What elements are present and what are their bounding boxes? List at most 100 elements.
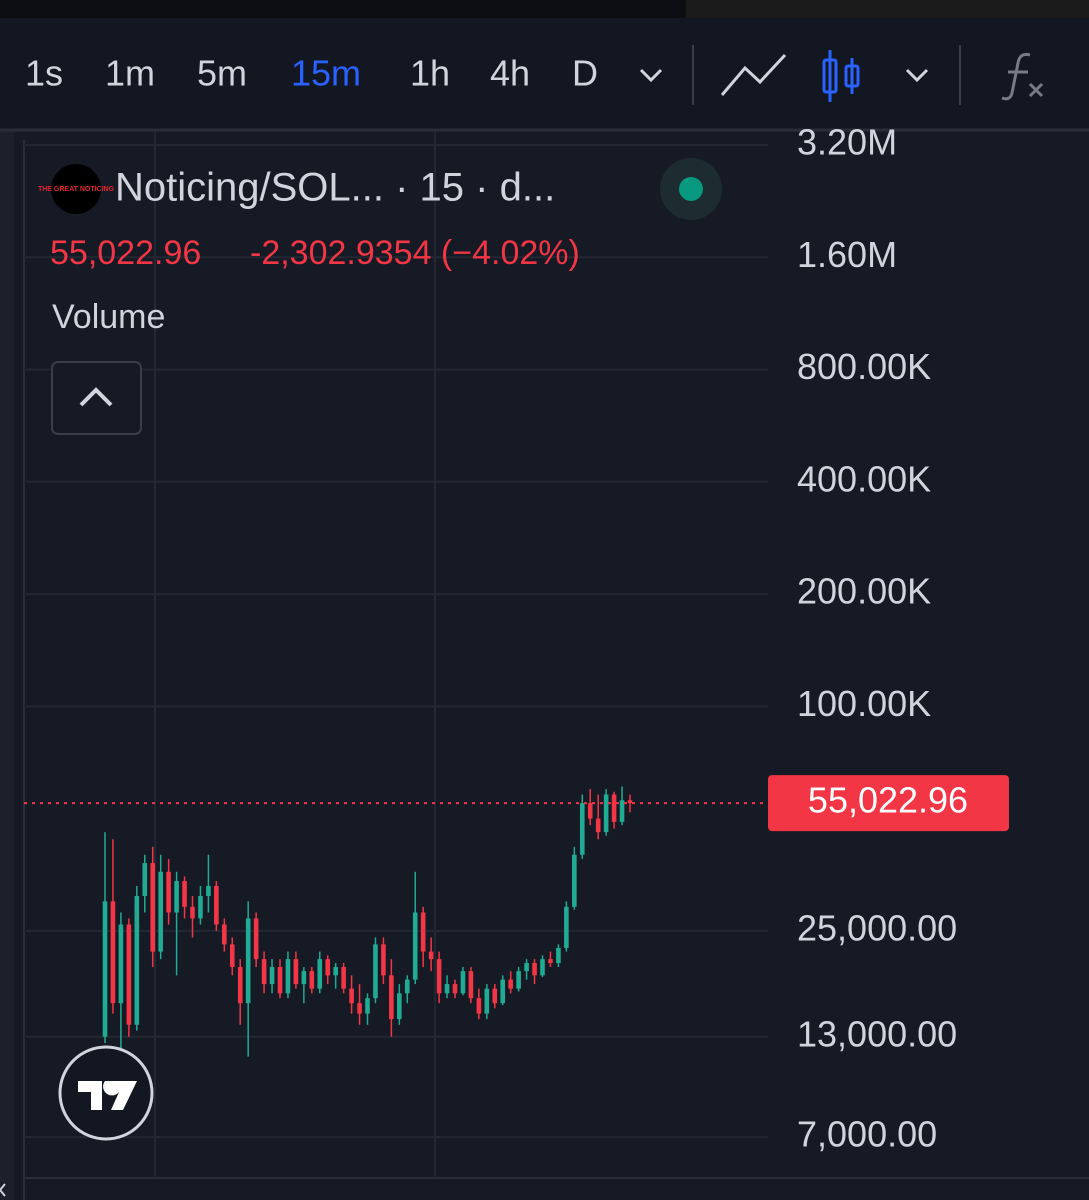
candle-body	[166, 871, 171, 913]
candle-body	[293, 959, 299, 985]
candle-body	[492, 988, 498, 1004]
y-tick-label: 200.00K	[797, 571, 931, 612]
interval-button[interactable]: D	[572, 53, 598, 94]
chevron-down-icon[interactable]	[639, 68, 663, 83]
candle-body	[333, 967, 338, 976]
candle-body	[452, 984, 458, 994]
candle-body	[317, 959, 323, 989]
candle-body	[174, 881, 179, 913]
candle-body	[253, 918, 259, 960]
candle-body	[142, 863, 148, 897]
candle-body	[357, 1003, 362, 1014]
candle-body	[595, 818, 601, 833]
candle-body	[532, 963, 537, 976]
candle-body	[341, 967, 346, 989]
candle-body	[126, 924, 132, 1025]
candle-body	[245, 918, 251, 1004]
candle-body	[460, 971, 466, 994]
symbol-logo	[51, 164, 101, 214]
candle-body	[102, 901, 108, 1037]
candle-body	[229, 944, 235, 968]
candle-body	[524, 963, 529, 972]
candle-body	[206, 885, 211, 897]
candle-body	[500, 979, 506, 1004]
y-tick-label: 1.60M	[797, 234, 897, 275]
interval-button[interactable]: 1h	[410, 53, 450, 94]
candle-body	[261, 959, 267, 985]
candle-body	[619, 800, 625, 822]
candle-body	[484, 988, 490, 1014]
candle-body	[277, 967, 283, 994]
y-tick-label: 7,000.00	[797, 1114, 937, 1155]
interval-button[interactable]: 5m	[197, 53, 247, 94]
candle-body	[349, 988, 354, 1004]
candle-body	[540, 959, 545, 976]
candle-body	[564, 906, 569, 948]
interval-group: 1s 1m 5m 15m 1h 4h D	[25, 53, 598, 94]
interval-button[interactable]: 1s	[25, 53, 63, 94]
candle-body	[269, 967, 275, 985]
y-tick-label: 25,000.00	[797, 907, 957, 948]
candle-body	[389, 975, 394, 1020]
candle-body	[428, 951, 434, 960]
candle-body	[134, 896, 140, 1025]
interval-button[interactable]: 15m	[291, 53, 361, 94]
candle-body	[222, 924, 227, 945]
candle-body	[627, 800, 633, 804]
y-tick-label: 13,000.00	[797, 1013, 957, 1054]
interval-button[interactable]: 4h	[490, 53, 530, 94]
candle-body	[118, 924, 124, 1004]
candle-body	[412, 912, 418, 980]
candle-body	[190, 906, 195, 919]
logo-text: THE GREAT NOTICING	[38, 186, 115, 193]
status-strip	[0, 0, 686, 18]
candle-body	[420, 912, 426, 952]
y-tick-label: 100.00K	[797, 683, 931, 724]
candle-body	[150, 863, 156, 952]
candle-body	[237, 967, 243, 1004]
collapse-button[interactable]	[51, 361, 142, 435]
candle-chart-icon[interactable]	[822, 50, 860, 102]
candle-body	[325, 959, 331, 976]
candle-body	[373, 944, 378, 999]
candle-body	[436, 959, 442, 994]
interval-button[interactable]: 1m	[105, 53, 155, 94]
candle-body	[556, 947, 561, 964]
status-strip	[686, 0, 1089, 18]
indicators-icon[interactable]	[1001, 52, 1044, 101]
chart	[24, 130, 768, 1178]
candle-body	[397, 993, 402, 1020]
left-panel	[0, 130, 14, 1200]
candle-body	[603, 794, 609, 833]
candle-body	[572, 854, 577, 907]
candle-body	[587, 803, 593, 819]
candle-body	[182, 881, 187, 907]
candle-body	[516, 971, 521, 989]
candle-body	[285, 959, 291, 994]
candle-body	[476, 998, 482, 1014]
candle-body	[214, 885, 219, 925]
symbol-title[interactable]: Noticing/SOL... · 15 · d...	[115, 166, 555, 210]
last-price-label: 55,022.96	[808, 780, 968, 821]
line-chart-icon[interactable]	[720, 53, 787, 96]
y-tick-label: 400.00K	[797, 458, 931, 499]
status-dot	[679, 177, 703, 201]
chevron-up-icon	[79, 387, 113, 407]
candle-body	[158, 871, 163, 952]
candle-body	[110, 901, 116, 1004]
study-name: Volume	[52, 298, 165, 336]
candle-body	[508, 979, 513, 989]
y-tick-label: 800.00K	[797, 346, 931, 387]
tradingview-mark	[78, 1081, 137, 1110]
candle-body	[548, 959, 553, 964]
left-arrow	[0, 1183, 6, 1197]
last-price: 55,022.96	[50, 234, 201, 272]
last-price-badge	[768, 775, 1009, 832]
candle-body	[309, 971, 315, 989]
chevron-down-icon[interactable]	[905, 68, 929, 83]
candle-body	[579, 803, 585, 855]
y-tick-label: 3.20M	[797, 121, 897, 162]
